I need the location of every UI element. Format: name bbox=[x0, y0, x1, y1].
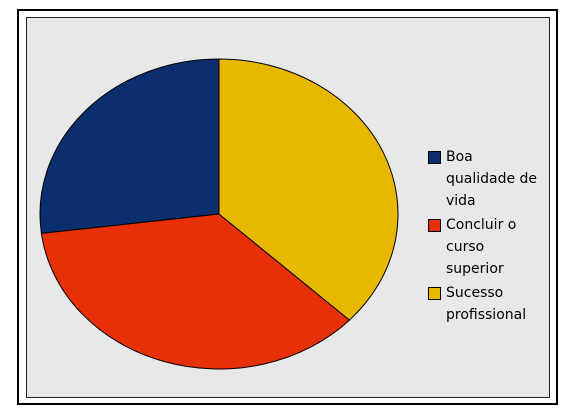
legend-label: Boa qualidade de vida bbox=[446, 149, 538, 209]
pie-slice bbox=[40, 213, 351, 370]
legend-item: Boa qualidade de vida bbox=[428, 146, 546, 212]
chart-frame: Boa qualidade de vida Concluir o curso su… bbox=[17, 9, 558, 405]
pie-slice bbox=[218, 58, 399, 321]
legend: Boa qualidade de vida Concluir o curso su… bbox=[428, 146, 546, 328]
legend-swatch bbox=[428, 219, 441, 232]
pie-slice bbox=[39, 58, 220, 234]
legend-swatch bbox=[428, 151, 441, 164]
legend-label: Sucesso profissional bbox=[446, 285, 527, 323]
legend-swatch bbox=[428, 287, 441, 300]
legend-label: Concluir o curso superior bbox=[446, 217, 517, 277]
pie-chart bbox=[39, 58, 399, 370]
legend-item: Concluir o curso superior bbox=[428, 214, 546, 280]
plot-area: Boa qualidade de vida Concluir o curso su… bbox=[26, 17, 550, 398]
legend-item: Sucesso profissional bbox=[428, 282, 546, 326]
